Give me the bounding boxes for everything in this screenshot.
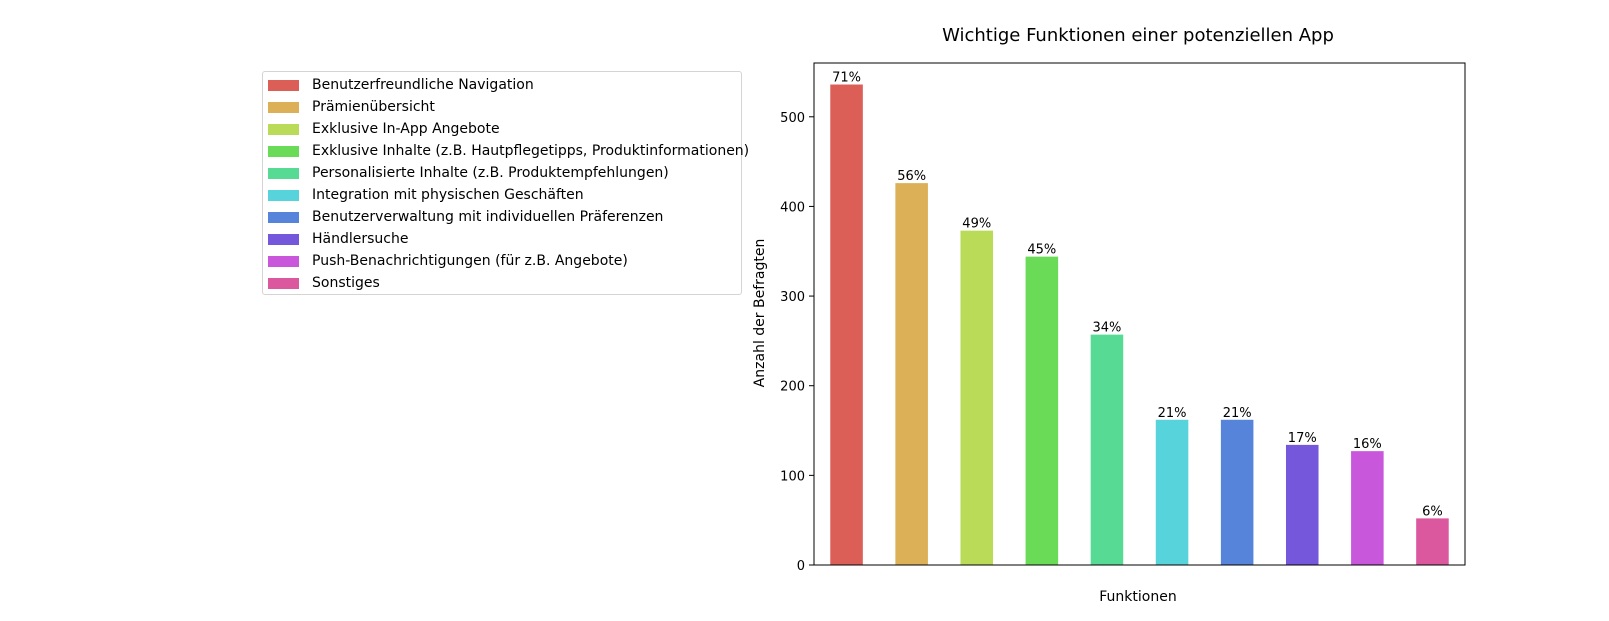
legend-item-7: Händlersuche bbox=[268, 230, 408, 248]
legend-label-4: Personalisierte Inhalte (z.B. Produktemp… bbox=[312, 165, 669, 181]
legend-label-3: Exklusive Inhalte (z.B. Hautpflegetipps,… bbox=[312, 143, 750, 159]
legend-item-9: Sonstiges bbox=[268, 274, 380, 292]
legend-swatch-4 bbox=[268, 167, 299, 179]
bar-7 bbox=[1285, 444, 1319, 565]
bar-data-label-8: 16% bbox=[1353, 437, 1382, 452]
legend-label-1: Prämienübersicht bbox=[312, 99, 435, 115]
legend-item-6: Benutzerverwaltung mit individuellen Prä… bbox=[268, 208, 663, 226]
legend-label-8: Push-Benachrichtigungen (für z.B. Angebo… bbox=[312, 253, 628, 269]
y-tick-label-2: 200 bbox=[780, 380, 805, 395]
legend-swatch-7 bbox=[268, 233, 299, 245]
y-tick-label-4: 400 bbox=[780, 200, 805, 215]
legend-label-2: Exklusive In-App Angebote bbox=[312, 121, 500, 137]
legend-item-8: Push-Benachrichtigungen (für z.B. Angebo… bbox=[268, 252, 628, 270]
chart-legend: Benutzerfreundliche Navigation Prämienübe… bbox=[262, 71, 749, 295]
y-axis-label: Anzahl der Befragten bbox=[752, 239, 768, 388]
bar-0 bbox=[830, 84, 863, 565]
legend-item-5: Integration mit physischen Geschäften bbox=[268, 186, 584, 204]
bar-data-label-1: 56% bbox=[897, 169, 926, 184]
legend-swatch-3 bbox=[268, 145, 299, 157]
bar-data-label-3: 45% bbox=[1027, 243, 1056, 258]
legend-swatch-1 bbox=[268, 101, 299, 113]
legend-item-1: Prämienübersicht bbox=[268, 98, 435, 116]
x-axis-label: Funktionen bbox=[1099, 589, 1176, 605]
y-tick-label-3: 300 bbox=[780, 290, 805, 305]
legend-swatch-8 bbox=[268, 255, 299, 267]
bar-data-label-6: 21% bbox=[1223, 406, 1252, 421]
bar-data-label-2: 49% bbox=[962, 217, 991, 232]
bar-1 bbox=[895, 183, 928, 565]
y-tick-label-0: 0 bbox=[797, 559, 805, 574]
legend-label-7: Händlersuche bbox=[312, 231, 409, 247]
legend-label-9: Sonstiges bbox=[312, 275, 380, 291]
bar-data-label-9: 6% bbox=[1422, 504, 1443, 519]
bar-4 bbox=[1090, 334, 1124, 565]
bar-2 bbox=[960, 230, 994, 565]
legend-label-5: Integration mit physischen Geschäften bbox=[312, 187, 584, 203]
legend-item-2: Exklusive In-App Angebote bbox=[268, 120, 500, 138]
legend-swatch-9 bbox=[268, 277, 299, 289]
bar-6 bbox=[1220, 419, 1254, 565]
bar-data-label-0: 71% bbox=[832, 71, 861, 86]
legend-swatch-5 bbox=[268, 189, 299, 201]
legend-item-0: Benutzerfreundliche Navigation bbox=[268, 76, 534, 94]
bar-3 bbox=[1025, 256, 1059, 565]
bar-data-label-7: 17% bbox=[1288, 431, 1317, 446]
legend-item-4: Personalisierte Inhalte (z.B. Produktemp… bbox=[268, 164, 669, 182]
y-tick-label-5: 500 bbox=[780, 111, 805, 126]
legend-swatch-2 bbox=[268, 123, 299, 135]
plot-frame bbox=[813, 62, 1466, 566]
bar-5 bbox=[1155, 419, 1189, 565]
bar-8 bbox=[1351, 451, 1384, 565]
y-tick-label-1: 100 bbox=[780, 469, 805, 484]
legend-label-6: Benutzerverwaltung mit individuellen Prä… bbox=[312, 209, 664, 225]
bar-data-label-4: 34% bbox=[1092, 321, 1121, 336]
bar-9 bbox=[1416, 518, 1449, 565]
legend-swatch-0 bbox=[268, 79, 299, 91]
legend-label-0: Benutzerfreundliche Navigation bbox=[312, 77, 534, 93]
bar-data-label-5: 21% bbox=[1158, 406, 1187, 421]
chart-title: Wichtige Funktionen einer potenziellen A… bbox=[942, 25, 1334, 46]
legend-swatch-6 bbox=[268, 211, 299, 223]
legend-item-3: Exklusive Inhalte (z.B. Hautpflegetipps,… bbox=[268, 142, 749, 160]
